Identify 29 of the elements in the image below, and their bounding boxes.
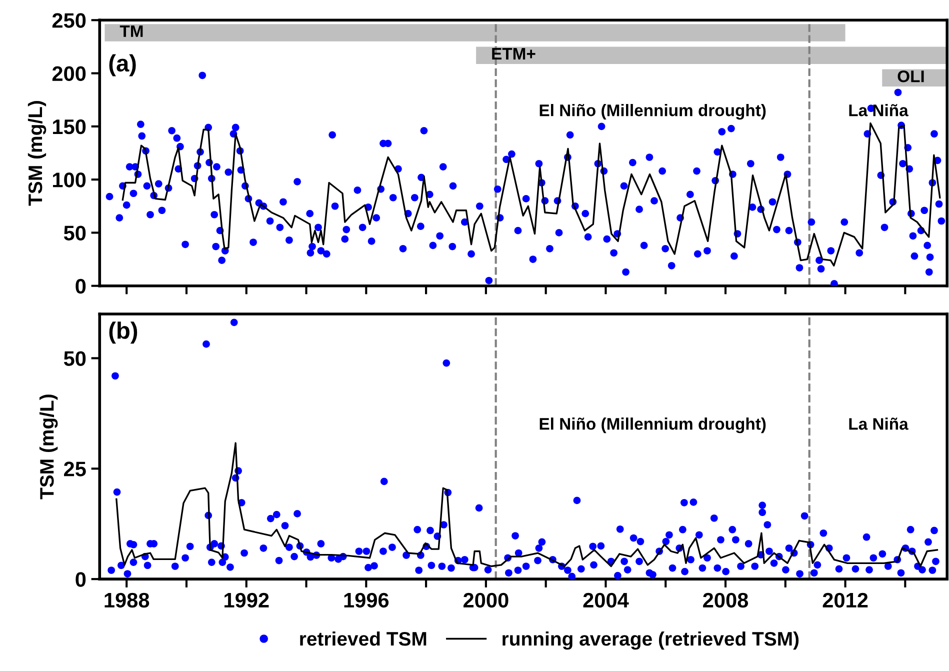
x-tick-label: 2012: [822, 592, 868, 608]
y-tick-label: 50: [64, 226, 86, 240]
legend-label: retrieved TSM: [300, 631, 426, 646]
y-tick-label: 0: [76, 278, 86, 294]
annotation: El Niño (Millennium drought): [540, 104, 766, 120]
band-label: OLI: [898, 70, 924, 82]
y-tick-label: 200: [52, 66, 86, 82]
x-tick-label: 1992: [224, 592, 269, 608]
y-axis-title: TSM (mg/L): [40, 394, 58, 500]
annotation: La Niña: [849, 104, 908, 116]
annotation: El Niño (Millennium drought): [540, 418, 766, 434]
annotation: (a): [109, 54, 136, 76]
y-tick-label: 0: [76, 572, 86, 587]
y-tick-label: 50: [64, 351, 86, 366]
annotation: (b): [109, 322, 138, 344]
x-tick-label: 2008: [703, 592, 748, 608]
x-tick-label: 1988: [104, 592, 150, 608]
x-tick-label: 2004: [583, 592, 629, 608]
y-axis-title: TSM (mg/L): [28, 101, 46, 206]
y-tick-label: 100: [53, 172, 86, 188]
annotation: La Niña: [849, 418, 908, 430]
band-label: ETM+: [492, 48, 536, 60]
x-tick-label: 1996: [344, 592, 389, 608]
legend-label: running average (retrieved TSM): [502, 631, 799, 650]
y-tick-label: 150: [53, 119, 86, 134]
band-label: TM: [120, 25, 143, 37]
x-tick-label: 2000: [463, 592, 508, 608]
y-tick-label: 250: [52, 13, 86, 28]
y-tick-label: 25: [64, 462, 86, 476]
